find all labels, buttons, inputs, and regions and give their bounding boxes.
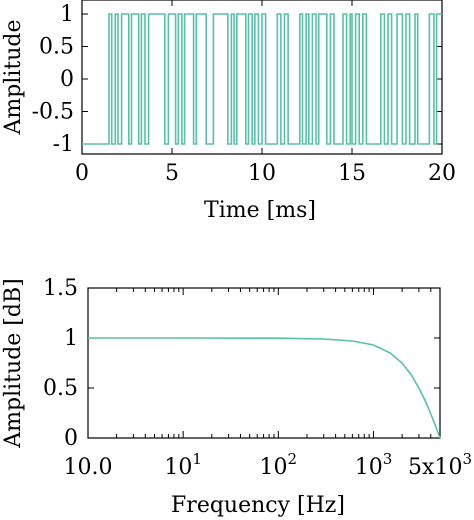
freq-y-tick-label: 1.5 [43,276,78,301]
freq-plot-frame [87,287,441,439]
time-y-tick-label: 0.5 [39,35,74,60]
freq-x-tick-label: 101 [164,450,202,480]
freq-x-tick-label: 102 [260,450,298,480]
freq-x-tick-label: 10.0 [64,455,113,480]
freq-x-axis-label: Frequency [Hz] [171,493,345,518]
frequency-chart: 0 0.5 1 1.5 10.0 101 102 103 5x103 Frequency [H… [1,276,472,518]
time-x-tick-label: 5 [165,161,179,186]
time-y-axis-label: Amplitude [1,19,26,135]
freq-x-tick-label: 103 [355,450,393,480]
time-y-ticks: -1 -0.5 0 0.5 1 [32,2,442,157]
time-y-tick-label: 1 [60,2,74,27]
time-x-ticks: 0 5 10 15 20 [75,0,456,186]
time-y-tick-label: 0 [60,67,74,92]
freq-x-ticks: 10.0 101 102 103 5x103 [64,288,472,480]
freq-y-axis-label: Amplitude [dB] [1,278,26,448]
freq-x-tick-label: 5x103 [408,450,472,480]
time-x-tick-label: 10 [248,161,276,186]
time-x-tick-label: 20 [428,161,456,186]
time-x-axis-label: Time [ms] [204,198,316,223]
freq-y-ticks: 0 0.5 1 1.5 [43,276,440,451]
time-y-tick-label: -0.5 [32,100,74,125]
time-x-tick-label: 15 [338,161,366,186]
time-x-tick-label: 0 [75,161,89,186]
frequency-response-trace [88,337,441,439]
time-signal-trace [82,13,442,145]
time-y-tick-label: -1 [53,132,74,157]
freq-y-tick-label: 0 [64,426,78,451]
freq-y-tick-label: 1 [64,326,78,351]
freq-y-tick-label: 0.5 [43,376,78,401]
time-chart: -1 -0.5 0 0.5 1 0 5 10 15 20 Time [ms] Amplitude [1,0,456,223]
